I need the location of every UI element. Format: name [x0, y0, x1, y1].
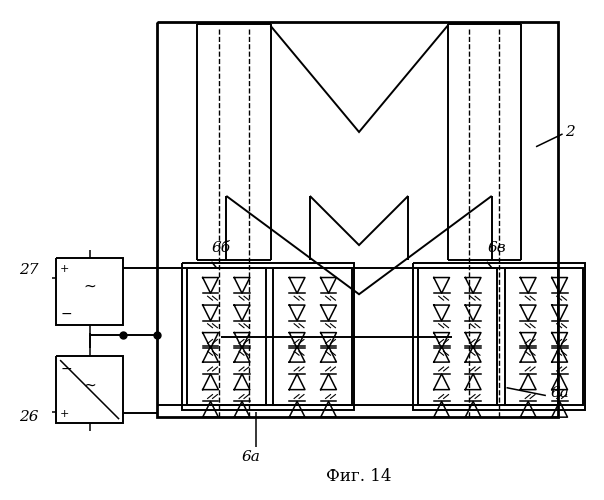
- Text: 6а: 6а: [551, 386, 570, 400]
- Text: 26: 26: [19, 410, 39, 424]
- Text: 27: 27: [19, 262, 39, 276]
- Text: 6б: 6б: [212, 241, 231, 255]
- Text: −: −: [60, 307, 72, 321]
- Text: ~: ~: [83, 377, 96, 392]
- Text: ~: ~: [83, 279, 96, 294]
- Text: +: +: [60, 264, 69, 274]
- Text: 6а: 6а: [242, 450, 260, 464]
- Text: 6в: 6в: [487, 241, 506, 255]
- Text: 2: 2: [565, 125, 575, 139]
- Text: +: +: [60, 409, 69, 419]
- Text: −: −: [60, 362, 72, 376]
- Text: Фиг. 14: Фиг. 14: [326, 468, 392, 484]
